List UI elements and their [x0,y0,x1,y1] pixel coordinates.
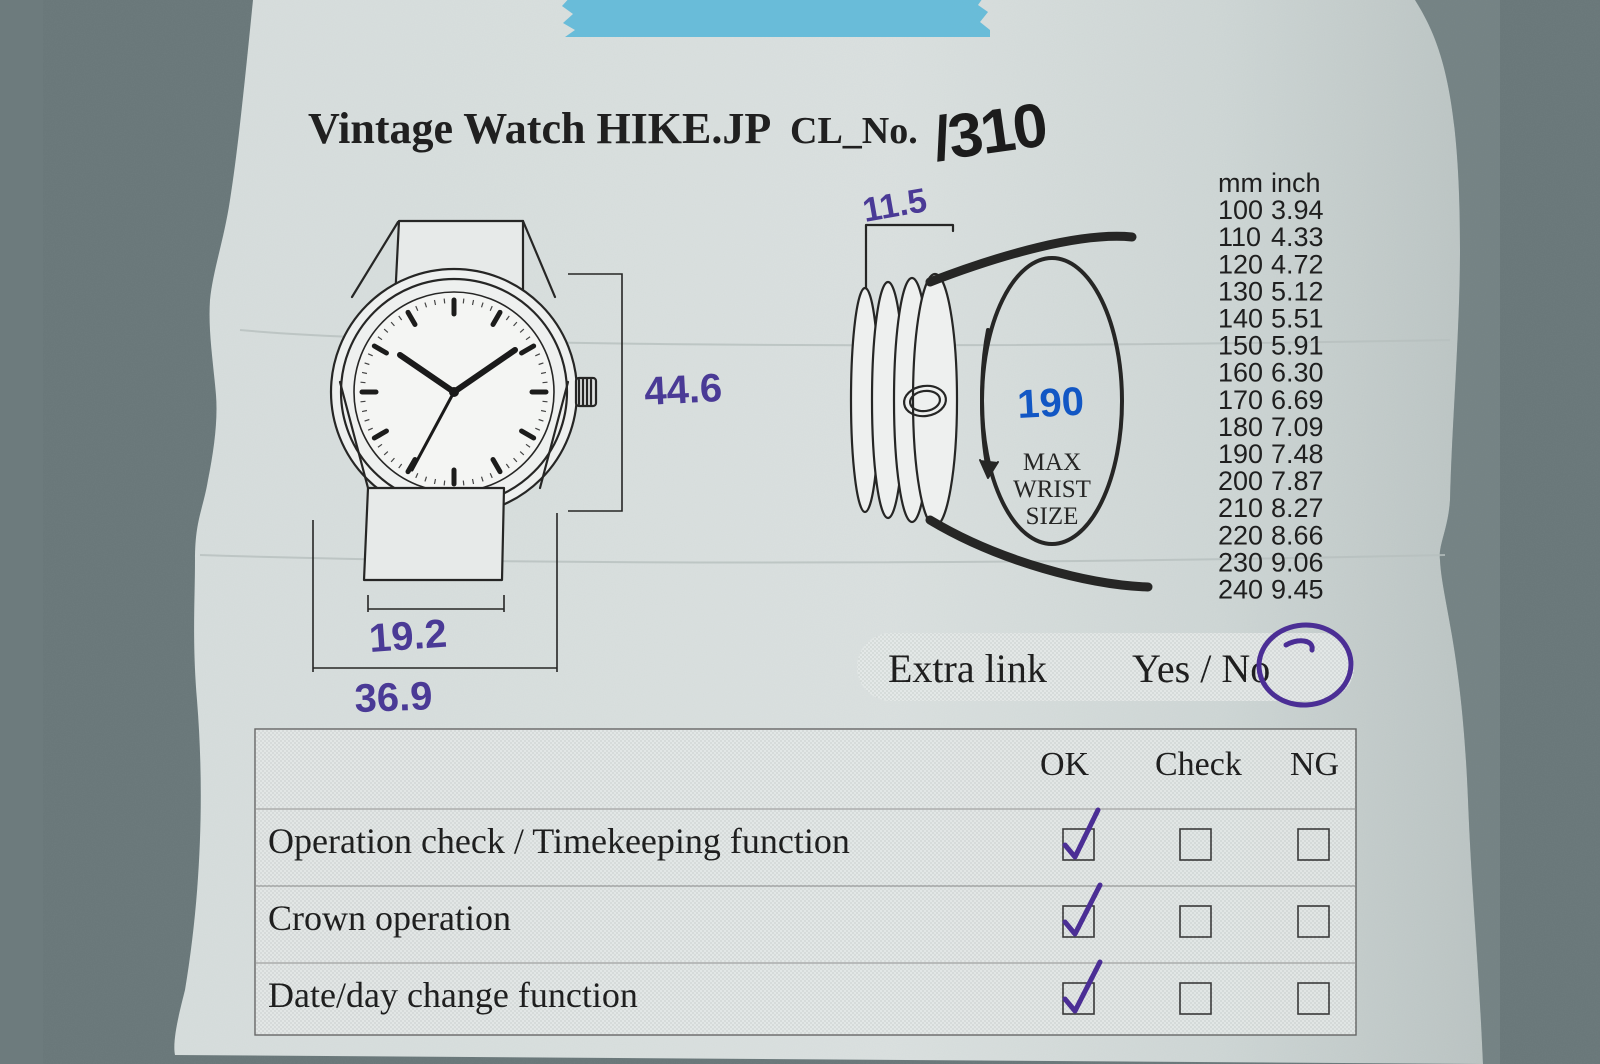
svg-text:170: 170 [1218,385,1263,415]
svg-text:mm: mm [1218,168,1263,198]
svg-text:Extra link: Extra link [888,646,1047,691]
svg-text:MAX: MAX [1023,449,1081,476]
svg-text:6.30: 6.30 [1271,358,1324,388]
svg-text:WRIST: WRIST [1013,476,1091,503]
svg-text:inch: inch [1271,168,1321,198]
svg-text:8.66: 8.66 [1271,520,1324,550]
svg-text:6.69: 6.69 [1271,385,1324,415]
svg-text:200: 200 [1218,466,1263,496]
svg-text:5.91: 5.91 [1271,331,1324,361]
svg-text:5.51: 5.51 [1271,304,1324,334]
svg-text:160: 160 [1218,358,1263,388]
svg-text:Operation check / Timekeeping: Operation check / Timekeeping function [268,821,850,861]
svg-text:4.33: 4.33 [1271,222,1324,252]
svg-text:240: 240 [1218,575,1263,605]
svg-text:190: 190 [1218,439,1263,469]
svg-text:230: 230 [1218,547,1263,577]
svg-text:150: 150 [1218,331,1263,361]
svg-text:7.87: 7.87 [1271,466,1324,496]
svg-text:130: 130 [1218,276,1263,306]
svg-text:220: 220 [1218,520,1263,550]
svg-text:9.06: 9.06 [1271,547,1324,577]
svg-text:CL_No.: CL_No. [790,110,918,152]
svg-text:7.48: 7.48 [1271,439,1324,469]
svg-text:Date/day change function: Date/day change function [268,975,638,1015]
svg-text:9.45: 9.45 [1271,575,1324,605]
svg-text:120: 120 [1218,249,1263,279]
svg-text:7.09: 7.09 [1271,412,1324,442]
svg-text:OK: OK [1040,746,1090,783]
svg-text:Check: Check [1155,746,1242,783]
svg-text:140: 140 [1218,304,1263,334]
svg-text:3.94: 3.94 [1271,195,1324,225]
svg-text:Yes / No: Yes / No [1132,646,1270,691]
svg-text:Vintage Watch HIKE.JP: Vintage Watch HIKE.JP [308,104,771,153]
svg-text:4.72: 4.72 [1271,249,1324,279]
svg-text:110: 110 [1218,222,1261,252]
svg-text:180: 180 [1218,412,1263,442]
svg-text:Crown operation: Crown operation [268,898,511,938]
svg-text:19.2: 19.2 [368,612,449,661]
svg-text:NG: NG [1290,746,1339,783]
svg-text:190: 190 [1016,380,1085,427]
svg-text:8.27: 8.27 [1271,493,1324,523]
svg-text:100: 100 [1218,195,1263,225]
svg-text:36.9: 36.9 [354,674,433,721]
svg-text:SIZE: SIZE [1026,503,1079,530]
svg-text:44.6: 44.6 [643,366,723,414]
svg-text:210: 210 [1218,493,1263,523]
svg-text:5.12: 5.12 [1271,276,1324,306]
